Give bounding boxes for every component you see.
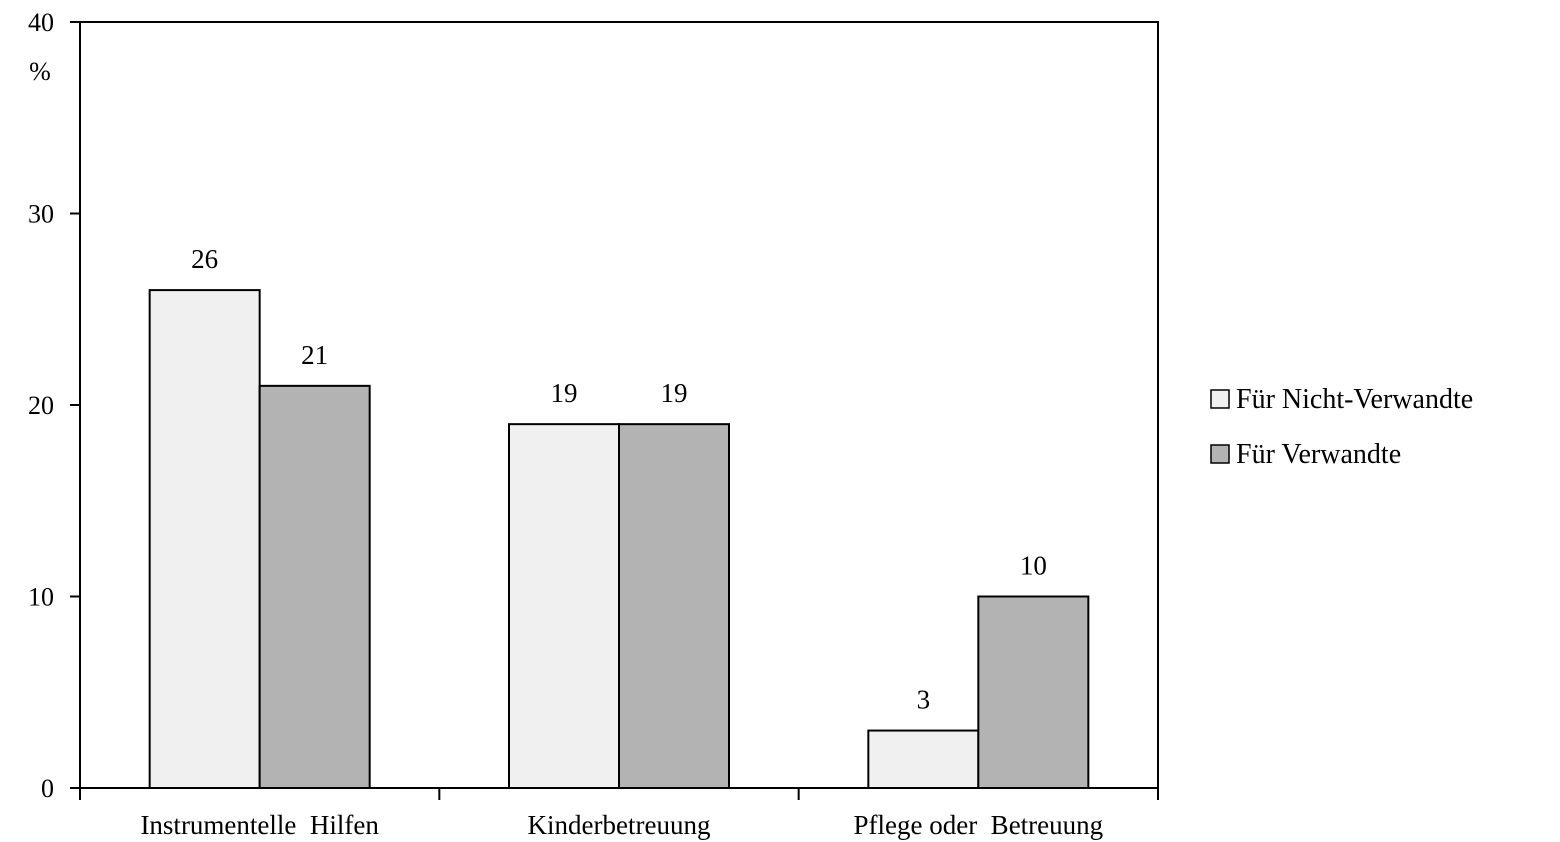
data-label: 26	[191, 244, 218, 274]
bar	[258, 384, 371, 789]
x-tick-label: Kinderbetreuung	[528, 810, 711, 840]
x-tick-label: Pflege oder Betreuung	[853, 810, 1103, 840]
y-tick-label: 40	[28, 8, 54, 37]
legend-swatch	[1210, 389, 1230, 409]
legend-label: Für Nicht-Verwandte	[1236, 384, 1473, 415]
legend-label: Für Verwandte	[1236, 439, 1401, 470]
y-tick-label: 20	[28, 391, 54, 420]
y-axis-unit-label: %	[29, 57, 51, 86]
bar	[977, 595, 1090, 789]
bars-group: 26 21 19 19 3 10	[148, 244, 1090, 789]
legend-swatch	[1210, 444, 1230, 464]
y-tick-label: 30	[28, 200, 54, 229]
data-label: 21	[301, 340, 328, 370]
bar	[867, 729, 980, 789]
y-tick-label: 0	[41, 774, 54, 803]
bar	[148, 289, 261, 789]
data-label: 10	[1020, 551, 1047, 581]
data-label: 19	[661, 378, 688, 408]
bar	[508, 423, 620, 789]
legend: Für Nicht-Verwandte Für Verwandte	[1210, 384, 1473, 470]
x-tick-label: Instrumentelle Hilfen	[140, 810, 379, 840]
bar	[618, 423, 730, 789]
y-tick-label: 10	[28, 583, 54, 612]
data-label: 3	[917, 685, 931, 715]
axes-group: 0 10 20 30 40% Instrumentelle Hilfen Kinderbet…	[28, 8, 1159, 840]
data-label: 19	[551, 378, 578, 408]
